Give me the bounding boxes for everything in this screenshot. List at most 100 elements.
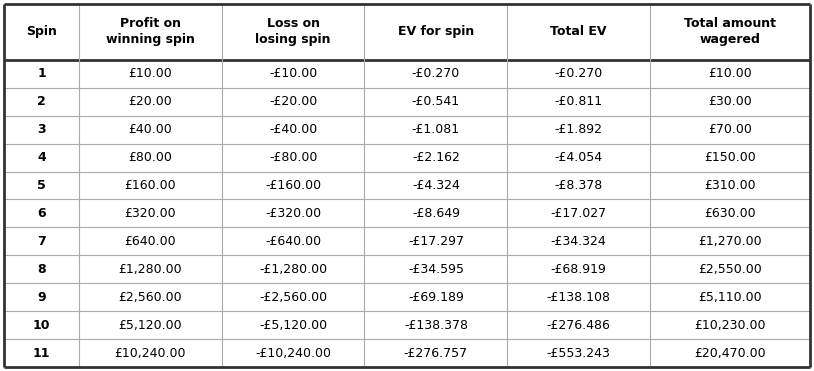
Bar (221, 200, 365, 227)
Bar (79, 4, 221, 60)
Text: -£34.324: -£34.324 (551, 235, 606, 248)
Text: -£8.649: -£8.649 (412, 207, 460, 220)
Text: £310.00: £310.00 (704, 179, 756, 192)
Bar (79, 255, 221, 283)
Bar (4, 60, 79, 88)
Bar (221, 255, 365, 283)
Bar (79, 200, 221, 227)
Bar (507, 311, 650, 339)
Bar (650, 88, 810, 116)
Text: -£2.162: -£2.162 (412, 151, 460, 164)
Text: -£69.189: -£69.189 (408, 291, 464, 304)
Text: Total amount
wagered: Total amount wagered (684, 17, 776, 46)
Bar (221, 60, 365, 88)
Bar (4, 144, 79, 171)
Bar (650, 60, 810, 88)
Bar (4, 116, 79, 144)
Text: -£276.757: -£276.757 (404, 347, 468, 360)
Text: £2,550.00: £2,550.00 (698, 263, 762, 276)
Bar (365, 60, 507, 88)
Bar (507, 339, 650, 367)
Text: £40.00: £40.00 (129, 123, 172, 136)
Text: -£17.297: -£17.297 (408, 235, 464, 248)
Text: 10: 10 (33, 319, 50, 332)
Bar (507, 255, 650, 283)
Text: Loss on
losing spin: Loss on losing spin (256, 17, 330, 46)
Text: -£68.919: -£68.919 (551, 263, 606, 276)
Text: EV for spin: EV for spin (398, 25, 474, 38)
Bar (507, 88, 650, 116)
Bar (79, 283, 221, 311)
Text: -£34.595: -£34.595 (408, 263, 464, 276)
Bar (365, 116, 507, 144)
Text: -£640.00: -£640.00 (265, 235, 322, 248)
Text: 6: 6 (37, 207, 46, 220)
Bar (221, 144, 365, 171)
Text: -£8.378: -£8.378 (554, 179, 603, 192)
Text: £160.00: £160.00 (125, 179, 176, 192)
Text: 3: 3 (37, 123, 46, 136)
Bar (365, 283, 507, 311)
Bar (507, 200, 650, 227)
Text: -£10.00: -£10.00 (269, 67, 317, 80)
Bar (365, 227, 507, 255)
Bar (365, 339, 507, 367)
Bar (79, 339, 221, 367)
Bar (4, 255, 79, 283)
Bar (365, 4, 507, 60)
Text: -£20.00: -£20.00 (269, 95, 317, 108)
Bar (4, 88, 79, 116)
Bar (507, 171, 650, 200)
Text: -£160.00: -£160.00 (265, 179, 322, 192)
Text: -£10,240.00: -£10,240.00 (255, 347, 331, 360)
Text: £20,470.00: £20,470.00 (694, 347, 766, 360)
Bar (79, 144, 221, 171)
Bar (365, 144, 507, 171)
Text: -£1.081: -£1.081 (412, 123, 460, 136)
Text: 9: 9 (37, 291, 46, 304)
Bar (650, 311, 810, 339)
Text: £320.00: £320.00 (125, 207, 176, 220)
Text: £20.00: £20.00 (129, 95, 172, 108)
Text: -£2,560.00: -£2,560.00 (259, 291, 327, 304)
Bar (507, 116, 650, 144)
Text: -£276.486: -£276.486 (547, 319, 610, 332)
Bar (4, 227, 79, 255)
Bar (650, 144, 810, 171)
Bar (650, 339, 810, 367)
Text: £10.00: £10.00 (129, 67, 172, 80)
Bar (650, 4, 810, 60)
Bar (4, 171, 79, 200)
Bar (650, 171, 810, 200)
Bar (4, 339, 79, 367)
Text: -£138.378: -£138.378 (404, 319, 468, 332)
Bar (79, 60, 221, 88)
Bar (650, 200, 810, 227)
Bar (4, 4, 79, 60)
Text: -£17.027: -£17.027 (550, 207, 606, 220)
Text: -£553.243: -£553.243 (547, 347, 610, 360)
Bar (221, 88, 365, 116)
Text: -£138.108: -£138.108 (547, 291, 610, 304)
Bar (507, 283, 650, 311)
Text: 1: 1 (37, 67, 46, 80)
Text: Spin: Spin (26, 25, 57, 38)
Text: -£80.00: -£80.00 (269, 151, 317, 164)
Text: £640.00: £640.00 (125, 235, 176, 248)
Text: £10,240.00: £10,240.00 (115, 347, 186, 360)
Text: £80.00: £80.00 (129, 151, 173, 164)
Bar (650, 227, 810, 255)
Bar (4, 200, 79, 227)
Text: -£0.811: -£0.811 (554, 95, 603, 108)
Bar (650, 116, 810, 144)
Text: £1,270.00: £1,270.00 (698, 235, 762, 248)
Text: -£5,120.00: -£5,120.00 (259, 319, 327, 332)
Bar (650, 283, 810, 311)
Bar (79, 88, 221, 116)
Text: -£1,280.00: -£1,280.00 (259, 263, 327, 276)
Bar (507, 60, 650, 88)
Bar (79, 171, 221, 200)
Text: -£40.00: -£40.00 (269, 123, 317, 136)
Text: 11: 11 (33, 347, 50, 360)
Text: 4: 4 (37, 151, 46, 164)
